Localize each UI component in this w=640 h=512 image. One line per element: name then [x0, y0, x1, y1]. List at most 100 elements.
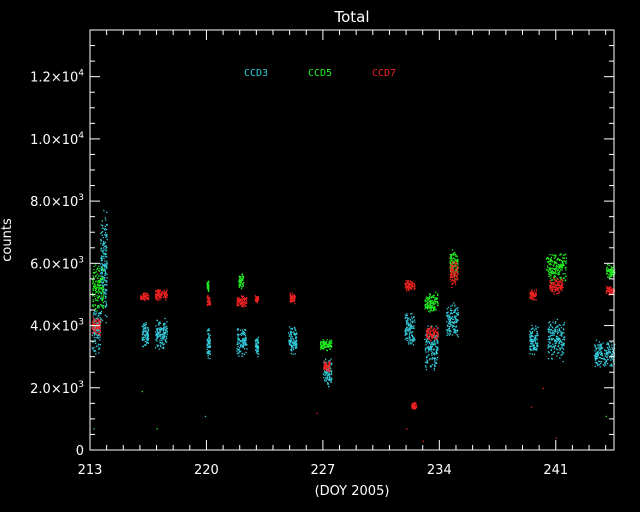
data-point	[209, 334, 211, 336]
data-point	[237, 338, 239, 340]
data-point	[105, 284, 107, 286]
data-point	[207, 283, 209, 285]
data-point	[602, 358, 605, 360]
data-point	[608, 271, 611, 273]
data-point	[95, 281, 97, 283]
data-point	[534, 338, 537, 340]
data-point	[456, 329, 458, 332]
data-point	[455, 259, 457, 261]
data-point	[208, 335, 210, 337]
data-point	[433, 327, 435, 329]
data-point	[405, 284, 407, 286]
data-point	[290, 344, 292, 346]
data-point	[429, 357, 431, 360]
data-point	[245, 329, 247, 331]
data-point	[155, 335, 157, 337]
data-point	[414, 287, 416, 290]
data-point	[322, 344, 324, 346]
data-point	[430, 348, 432, 350]
data-point	[430, 344, 432, 346]
data-point	[145, 327, 147, 329]
data-point	[455, 264, 457, 266]
data-point	[409, 340, 412, 342]
data-point	[453, 276, 456, 278]
data-point	[560, 347, 563, 349]
data-point	[98, 348, 100, 350]
data-point	[433, 332, 436, 334]
data-point	[92, 278, 95, 281]
data-point	[532, 294, 534, 296]
data-point	[605, 353, 607, 356]
data-point	[560, 284, 563, 286]
data-point	[406, 288, 408, 290]
data-point	[410, 316, 413, 318]
data-point	[324, 364, 326, 366]
data-point	[162, 332, 164, 334]
data-point	[553, 283, 555, 285]
data-point	[413, 337, 415, 339]
data-point	[95, 345, 98, 348]
data-point	[101, 267, 103, 269]
data-point	[559, 324, 561, 327]
data-point	[553, 293, 555, 295]
data-point	[411, 283, 413, 285]
data-point	[101, 231, 104, 233]
data-point	[411, 281, 413, 283]
data-point	[608, 345, 611, 347]
data-point	[236, 341, 239, 343]
data-point	[95, 264, 97, 266]
data-point	[450, 317, 453, 319]
data-point	[240, 345, 242, 347]
data-point	[155, 291, 157, 293]
data-point	[159, 322, 161, 324]
data-point	[608, 274, 610, 276]
data-point	[160, 335, 162, 337]
data-point	[329, 344, 331, 346]
data-point	[430, 366, 432, 368]
data-point	[160, 294, 162, 296]
data-point	[330, 364, 333, 366]
data-point	[556, 282, 559, 284]
data-point	[553, 268, 555, 270]
data-point	[608, 288, 610, 291]
data-point	[146, 341, 148, 343]
data-point	[325, 373, 327, 375]
data-point	[93, 287, 95, 289]
data-point	[324, 380, 326, 382]
data-point	[449, 313, 451, 315]
data-point	[241, 332, 243, 334]
data-point	[105, 247, 107, 250]
data-point	[101, 258, 103, 260]
data-point	[257, 341, 259, 343]
data-point	[290, 342, 292, 344]
data-point	[101, 298, 103, 300]
data-point	[164, 338, 166, 341]
data-point	[411, 339, 413, 341]
data-point	[163, 337, 165, 339]
data-point	[166, 321, 168, 323]
data-point	[413, 325, 415, 327]
data-point	[103, 255, 105, 257]
data-point	[433, 357, 435, 359]
data-point	[241, 338, 244, 340]
data-point	[242, 302, 244, 304]
data-point	[208, 329, 211, 332]
data-point	[91, 347, 94, 349]
data-point	[236, 297, 238, 299]
data-point	[158, 293, 160, 296]
data-point	[430, 340, 432, 342]
data-point	[206, 281, 208, 284]
data-point	[328, 374, 330, 376]
data-point	[530, 345, 532, 347]
data-point	[243, 338, 245, 340]
data-point	[105, 232, 107, 234]
data-point	[323, 342, 325, 345]
data-point	[607, 287, 609, 290]
data-point	[291, 292, 294, 294]
data-point	[432, 308, 435, 310]
data-point	[100, 266, 102, 268]
data-point	[256, 343, 258, 346]
data-point	[611, 267, 613, 269]
data-point	[532, 343, 534, 345]
data-point	[435, 342, 437, 344]
